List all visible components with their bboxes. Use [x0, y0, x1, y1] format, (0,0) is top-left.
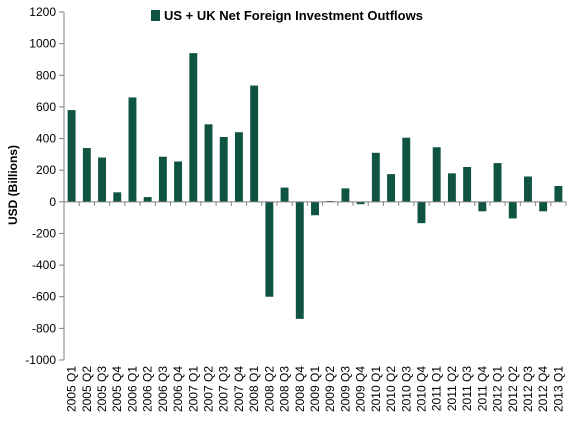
y-tick-label: -200 [32, 226, 56, 240]
y-tick-label: -1000 [25, 353, 56, 367]
x-tick-label: 2011 Q3 [460, 366, 474, 411]
bar-2011-q3 [463, 167, 472, 202]
x-tick-label: 2005 Q1 [65, 366, 79, 412]
x-tick-label: 2009 Q4 [354, 366, 368, 412]
x-tick-label: 2007 Q2 [202, 366, 216, 412]
bar-2008-q3 [280, 187, 289, 202]
legend-label: US + UK Net Foreign Investment Outflows [164, 8, 423, 23]
x-tick-label: 2008 Q3 [278, 366, 292, 412]
x-tick-label: 2011 Q4 [475, 366, 489, 411]
bar-2007-q4 [234, 132, 243, 202]
x-tick-label: 2010 Q2 [384, 366, 398, 412]
x-tick-label: 2007 Q3 [217, 366, 231, 412]
legend-swatch [151, 10, 160, 21]
y-tick-label: -400 [32, 258, 56, 272]
y-axis: 1200 1000 800 600 400 200 0 -200 -400 -600 -800 -10… [25, 5, 64, 367]
x-tick-label: 2006 Q3 [156, 366, 170, 412]
x-tick-label: 2010 Q3 [399, 366, 413, 412]
x-tick-label: 2007 Q1 [186, 366, 200, 412]
x-tick-label: 2005 Q2 [80, 366, 94, 412]
bar-2006-q2 [143, 197, 152, 202]
bar-2006-q4 [174, 161, 183, 202]
bar-2010-q2 [387, 174, 396, 202]
y-tick-label: 1000 [29, 37, 56, 51]
bar-2012-q2 [508, 201, 517, 219]
y-tick-label: -600 [32, 290, 56, 304]
bar-series [67, 53, 563, 319]
bar-2007-q2 [204, 124, 213, 202]
x-tick-label: 2011 Q2 [445, 366, 459, 411]
x-tick-label: 2009 Q1 [308, 366, 322, 412]
y-axis-title: USD (Billions) [6, 145, 20, 225]
x-tick-label: 2006 Q4 [171, 366, 185, 412]
bar-2010-q3 [402, 137, 411, 202]
x-tick-label: 2012 Q2 [506, 366, 520, 412]
bar-2007-q3 [219, 136, 228, 202]
bar-2007-q1 [189, 53, 198, 202]
bar-2011-q4 [478, 201, 487, 212]
y-tick-label: 400 [36, 132, 56, 146]
x-tick-label: 2012 Q4 [536, 366, 550, 412]
bar-2006-q1 [128, 97, 137, 202]
x-tick-label: 2005 Q3 [95, 366, 109, 412]
y-tick-label: 1200 [29, 5, 56, 19]
bar-2009-q1 [311, 201, 319, 216]
y-tick-label: 200 [36, 163, 56, 177]
bar-2008-q2 [265, 201, 274, 297]
bar-2009-q3 [341, 188, 350, 202]
axes [63, 12, 566, 360]
bar-2011-q2 [447, 173, 456, 202]
y-tick-label: 800 [36, 68, 56, 82]
x-tick-label: 2006 Q1 [125, 366, 139, 412]
y-tick-label: 600 [36, 100, 56, 114]
bar-2012-q3 [524, 176, 532, 202]
x-tick-label: 2008 Q4 [293, 366, 307, 412]
x-tick-label: 2006 Q2 [141, 366, 155, 412]
x-tick-label: 2008 Q2 [262, 366, 276, 412]
bar-2008-q1 [250, 85, 259, 202]
bar-2005-q4 [113, 192, 122, 202]
x-axis: 2005 Q1 2005 Q2 2005 Q3 2005 Q4 2006 Q1 2006 … [63, 201, 567, 412]
x-tick-label: 2009 Q3 [338, 366, 352, 412]
bar-2011-q1 [432, 147, 441, 202]
bar-2010-q1 [371, 152, 380, 202]
y-tick-label: -800 [32, 321, 56, 335]
bar-2005-q1 [67, 110, 76, 202]
bar-2005-q2 [82, 148, 91, 202]
x-tick-label: 2013 Q1 [551, 366, 565, 412]
bar-2012-q1 [493, 163, 502, 202]
x-tick-label: 2012 Q1 [491, 366, 505, 412]
x-tick-label: 2011 Q1 [430, 366, 444, 411]
legend: US + UK Net Foreign Investment Outflows [151, 8, 423, 23]
bar-2008-q4 [295, 201, 304, 319]
x-tick-label: 2009 Q2 [323, 366, 337, 412]
bar-2013-q1 [554, 186, 563, 202]
x-tick-label: 2010 Q1 [369, 366, 383, 412]
x-tick-label: 2005 Q4 [110, 366, 124, 412]
x-tick-label: 2007 Q4 [232, 366, 246, 412]
y-tick-label: 0 [49, 195, 56, 209]
bar-2009-q4 [356, 201, 365, 205]
bar-2005-q3 [98, 157, 106, 202]
bar-2010-q4 [417, 201, 426, 224]
x-tick-label: 2012 Q3 [521, 366, 535, 412]
x-tick-label: 2010 Q4 [414, 366, 428, 412]
bar-2006-q3 [158, 156, 167, 202]
bar-2012-q4 [539, 201, 548, 212]
x-tick-label: 2008 Q1 [247, 366, 261, 412]
